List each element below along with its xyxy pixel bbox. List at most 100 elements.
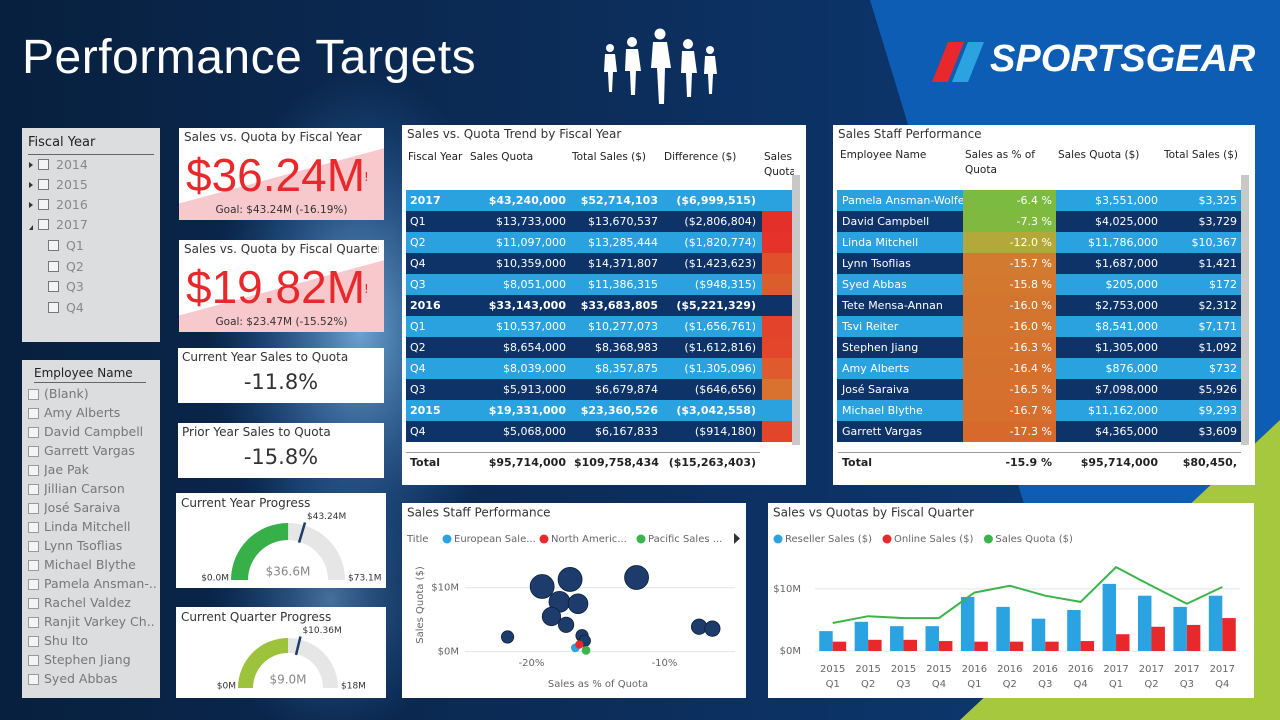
table-row <box>406 211 794 232</box>
table-cell: Syed Abbas <box>842 278 907 291</box>
slicer-item[interactable]: David Campbell <box>44 424 144 439</box>
table-title: Sales Staff Performance <box>838 127 982 141</box>
slicer-item[interactable]: 2016 <box>56 197 88 212</box>
table-cell: ($914,180) <box>694 425 756 438</box>
table-cell: $2,312 <box>1198 299 1238 312</box>
table-cell: -16.4 % <box>963 358 1056 379</box>
table-cell: $33,143,000 <box>488 299 566 312</box>
column-header[interactable]: Sales Quota ($) <box>1058 149 1140 161</box>
table-cell: ($1,820,774) <box>684 236 756 249</box>
scrollbar[interactable] <box>792 175 800 445</box>
table-cell: Q3 <box>410 383 426 396</box>
slicer-item[interactable]: Michael Blythe <box>44 557 136 572</box>
checkbox[interactable] <box>38 199 49 210</box>
slicer-item[interactable]: 2015 <box>56 177 88 192</box>
expander[interactable] <box>29 202 33 208</box>
checkbox[interactable] <box>38 219 49 230</box>
checkbox[interactable] <box>28 522 39 533</box>
slicer-item[interactable]: (Blank) <box>44 386 89 401</box>
checkbox[interactable] <box>48 281 59 292</box>
slicer-item[interactable]: 2017 <box>56 217 88 232</box>
slicer-item[interactable]: Jae Pak <box>44 462 89 477</box>
table-cell: ($646,656) <box>694 383 756 396</box>
slicer-item[interactable]: Q4 <box>66 299 84 315</box>
checkbox[interactable] <box>28 541 39 552</box>
table-cell: $5,913,000 <box>503 383 566 396</box>
checkbox[interactable] <box>28 408 39 419</box>
slicer-item[interactable]: Lynn Tsoflias <box>44 538 123 553</box>
checkbox[interactable] <box>28 636 39 647</box>
ratio-title: Prior Year Sales to Quota <box>182 425 331 439</box>
checkbox[interactable] <box>38 159 49 170</box>
table-cell: ($1,423,623) <box>684 257 756 270</box>
checkbox[interactable] <box>28 560 39 571</box>
table-cell: $33,683,805 <box>580 299 658 312</box>
ratio-title: Current Year Sales to Quota <box>182 350 349 364</box>
slicer-item[interactable]: Amy Alberts <box>44 405 121 420</box>
slicer-item[interactable]: Ranjit Varkey Ch... <box>44 614 156 629</box>
table-cell: Q2 <box>410 236 426 249</box>
checkbox[interactable] <box>48 260 59 272</box>
column-header[interactable]: Sales Quota <box>764 151 794 178</box>
checkbox[interactable] <box>28 655 39 666</box>
slicer-item[interactable]: 2014 <box>56 157 88 172</box>
checkbox[interactable] <box>28 427 39 438</box>
expander[interactable] <box>29 222 33 230</box>
expander[interactable] <box>29 182 33 188</box>
checkbox[interactable] <box>38 179 49 190</box>
checkbox[interactable] <box>48 240 59 251</box>
kpi-goal: Goal: $23.47M (-15.52%) <box>215 316 348 328</box>
expander[interactable] <box>29 162 33 168</box>
checkbox[interactable] <box>28 617 39 628</box>
table-cell: $6,679,874 <box>595 383 658 396</box>
table-cell: José Saraiva <box>842 383 910 396</box>
slicer-item[interactable]: Syed Abbas <box>44 671 118 686</box>
table-cell: $7,098,000 <box>1095 383 1158 396</box>
table-cell: $3,729 <box>1198 215 1238 228</box>
slicer-item[interactable]: Pamela Ansman-... <box>44 576 156 591</box>
checkbox[interactable] <box>28 598 39 609</box>
slicer-item[interactable]: Stephen Jiang <box>44 652 131 667</box>
scrollbar[interactable] <box>1241 175 1249 445</box>
table-row <box>406 337 794 358</box>
table-row <box>406 232 794 253</box>
table-cell: ($3,042,558) <box>676 404 756 417</box>
column-header[interactable]: Employee Name <box>840 149 927 161</box>
logo-mark <box>932 42 984 82</box>
slicer-item[interactable]: Q2 <box>66 258 84 274</box>
slicer-item[interactable]: Q3 <box>66 279 84 294</box>
column-header[interactable]: Sales as % of Quota <box>965 149 1035 176</box>
checkbox[interactable] <box>28 389 39 400</box>
checkbox[interactable] <box>28 579 39 590</box>
slicer-title: Fiscal Year <box>28 135 154 155</box>
column-header[interactable]: Fiscal Year <box>408 151 463 163</box>
table-cell: $23,360,526 <box>580 404 658 417</box>
flag-cell <box>762 379 794 400</box>
slicer-item[interactable]: José Saraiva <box>44 500 121 515</box>
table-cell: -16.5 % <box>963 379 1056 400</box>
slicer-item[interactable]: Rachel Valdez <box>44 595 131 610</box>
checkbox[interactable] <box>28 446 39 457</box>
checkbox[interactable] <box>28 674 39 685</box>
slicer-item[interactable]: Shu Ito <box>44 633 88 648</box>
table-cell: -12.0 % <box>963 232 1056 253</box>
column-header[interactable]: Total Sales ($) <box>572 151 647 163</box>
column-header[interactable]: Difference ($) <box>664 151 737 163</box>
slicer-item[interactable]: Linda Mitchell <box>44 519 131 534</box>
checkbox[interactable] <box>48 301 59 313</box>
slicer-item[interactable]: Garrett Vargas <box>44 443 135 458</box>
total-cell: $80,450, <box>1162 452 1241 472</box>
kpi-value: $19.82M <box>186 261 362 313</box>
flag-cell <box>762 274 794 295</box>
checkbox[interactable] <box>28 503 39 514</box>
table-cell: $732 <box>1209 362 1237 375</box>
table-cell: Linda Mitchell <box>842 236 919 249</box>
slicer-item[interactable]: Jillian Carson <box>44 481 125 496</box>
table-cell: $13,670,537 <box>588 215 658 228</box>
checkbox[interactable] <box>28 484 39 495</box>
column-header[interactable]: Sales Quota <box>470 151 534 163</box>
column-header[interactable]: Total Sales ($) <box>1164 149 1239 161</box>
slicer-item[interactable]: Q1 <box>66 238 84 253</box>
checkbox[interactable] <box>28 465 39 476</box>
flag-cell <box>762 316 794 337</box>
